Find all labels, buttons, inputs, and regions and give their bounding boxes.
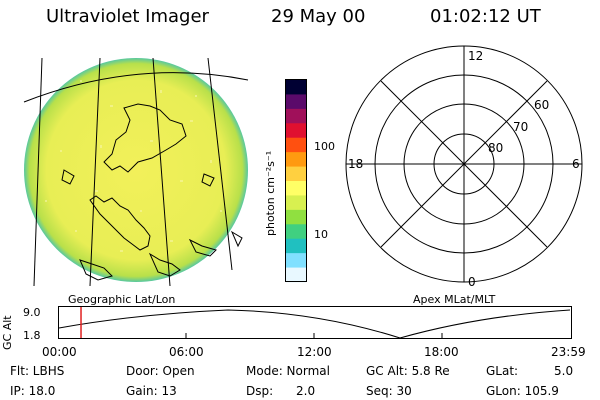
info-glat-value: 5.0 (554, 364, 574, 378)
polar-plot: 12 18 6 0 60 70 80 (345, 45, 583, 289)
colorbar-swatch (286, 253, 306, 269)
orbit-tick-0000: 00:00 (42, 345, 77, 359)
orbit-altitude-plot (58, 306, 572, 339)
polar-diagonal-2 (380, 80, 548, 248)
app-title: Ultraviolet Imager (46, 6, 209, 27)
info-seq: Seq: 30 (366, 384, 412, 398)
orbit-tick-2359: 23:59 (551, 345, 586, 359)
colorbar-swatch (286, 238, 306, 254)
orbit-tick-1800: 18:00 (424, 345, 459, 359)
colorbar-label: photon cm⁻²s⁻¹ (264, 150, 277, 236)
orbit-frame (58, 306, 572, 339)
earth-disk (24, 58, 248, 282)
noise-speckle (45, 80, 222, 252)
colorbar-swatch (286, 209, 306, 225)
polar-label-bottom: 0 (468, 275, 476, 289)
colorbar-swatch (286, 267, 306, 283)
colorbar-swatch (286, 123, 306, 139)
polar-projection-label: Apex MLat/MLT (413, 293, 496, 306)
colorbar-swatch (286, 108, 306, 124)
colorbar-swatch (286, 152, 306, 168)
polar-ring-label-70: 70 (513, 120, 528, 134)
lat-lon-grid (23, 57, 249, 287)
orbit-ylabel: GC Alt (1, 315, 14, 350)
orbit-ymin: 1.8 (23, 329, 41, 342)
info-door: Door: Open (126, 364, 195, 378)
uv-globe-image (23, 57, 249, 287)
info-dsp: Dsp: (246, 384, 274, 398)
orbit-ticks (185, 333, 443, 339)
info-mode: Mode: Normal (246, 364, 330, 378)
map-projection-label: Geographic Lat/Lon (68, 293, 176, 306)
colorbar-swatch (286, 80, 306, 95)
colorbar-swatch (286, 137, 306, 153)
date-label: 29 May 00 (271, 6, 366, 27)
polar-label-right: 6 (572, 157, 580, 171)
orbit-tick-1200: 12:00 (297, 345, 332, 359)
time-label: 01:02:12 UT (430, 6, 541, 27)
info-dsp-value: 2.0 (296, 384, 316, 398)
colorbar-swatch (286, 195, 306, 211)
orbit-tick-0600: 06:00 (169, 345, 204, 359)
polar-label-left: 18 (348, 157, 363, 171)
colorbar-tick-10: 10 (314, 228, 328, 241)
info-gain: Gain: 13 (126, 384, 177, 398)
color-scale-bar (285, 79, 307, 283)
info-gc-alt: GC Alt: 5.8 Re (366, 364, 450, 378)
info-filter: Flt: LBHS (10, 364, 65, 378)
colorbar-swatch (286, 181, 306, 196)
polar-label-top: 12 (468, 49, 483, 63)
colorbar-swatch (286, 94, 306, 110)
colorbar-swatch (286, 166, 306, 182)
polar-ring-label-60: 60 (534, 98, 549, 112)
info-glon: GLon: 105.9 (486, 384, 559, 398)
info-glat: GLat: (486, 364, 519, 378)
orbit-curve (58, 309, 571, 339)
colorbar-tick-100: 100 (314, 140, 335, 153)
info-ip: IP: 18.0 (10, 384, 56, 398)
polar-ring-label-80: 80 (488, 141, 503, 155)
colorbar-swatch (286, 224, 306, 240)
orbit-ymax: 9.0 (23, 306, 41, 319)
coastline (61, 103, 243, 281)
